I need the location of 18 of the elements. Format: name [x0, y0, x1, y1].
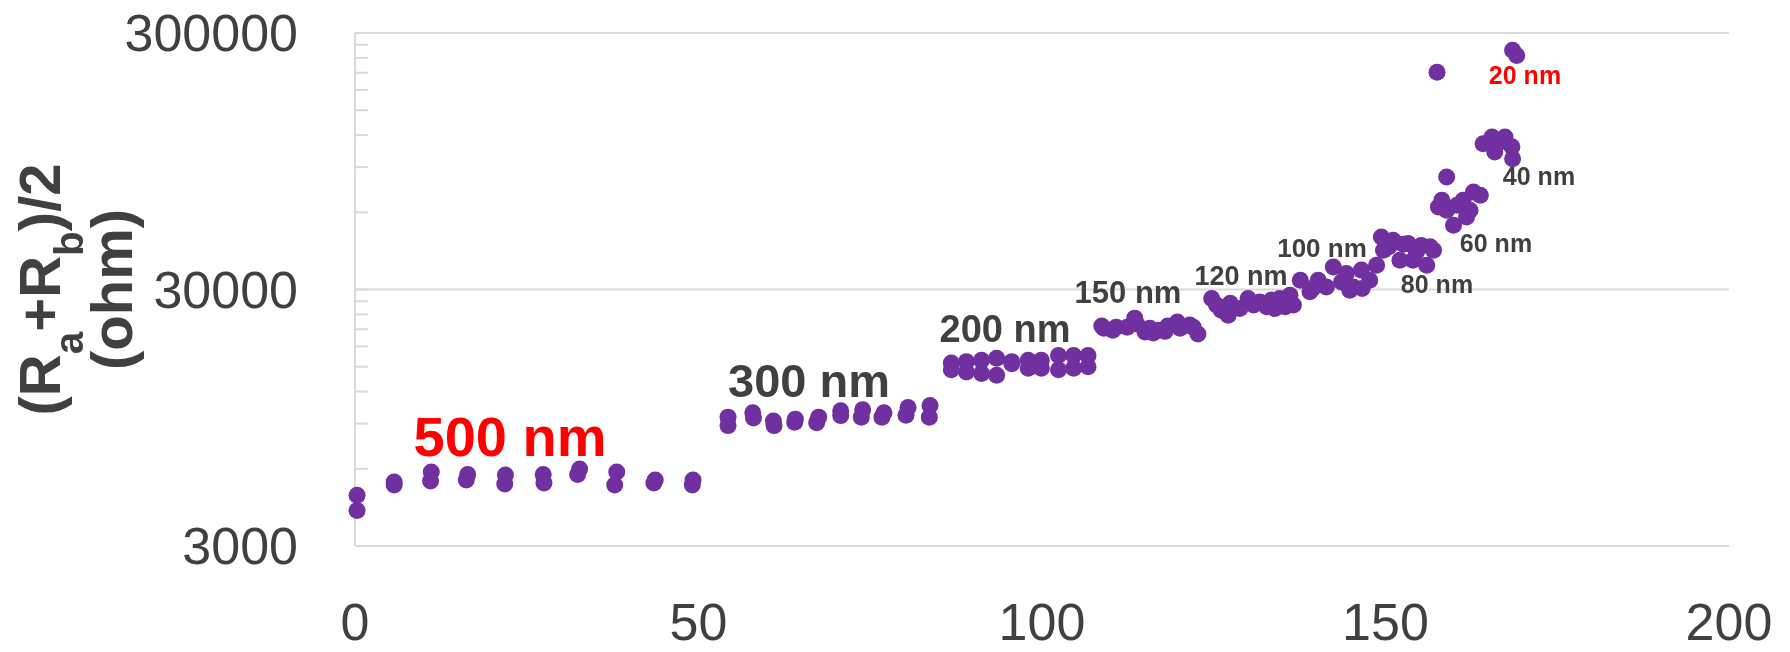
annotation: 150 nm — [1074, 274, 1182, 310]
x-tick-label: 200 — [1685, 593, 1773, 651]
x-tick-label: 50 — [669, 593, 728, 651]
annotation: 80 nm — [1400, 270, 1474, 298]
y-tick-label: 3000 — [182, 517, 298, 575]
annotation: 300 nm — [728, 353, 890, 407]
x-tick-label: 100 — [998, 593, 1086, 651]
x-tick-label: 150 — [1342, 593, 1429, 651]
y-tick-label: 30000 — [153, 260, 298, 319]
annotation: 500 nm — [413, 404, 607, 468]
annotation: 100 nm — [1277, 233, 1367, 263]
annotation: 20 nm — [1488, 61, 1562, 89]
x-tick-label: 0 — [340, 593, 370, 651]
annotation: 40 nm — [1502, 162, 1576, 190]
y-tick-label: 300000 — [124, 4, 298, 62]
annotation: 120 nm — [1194, 261, 1288, 291]
annotation: 60 nm — [1459, 229, 1533, 257]
annotation: 200 nm — [939, 308, 1071, 350]
